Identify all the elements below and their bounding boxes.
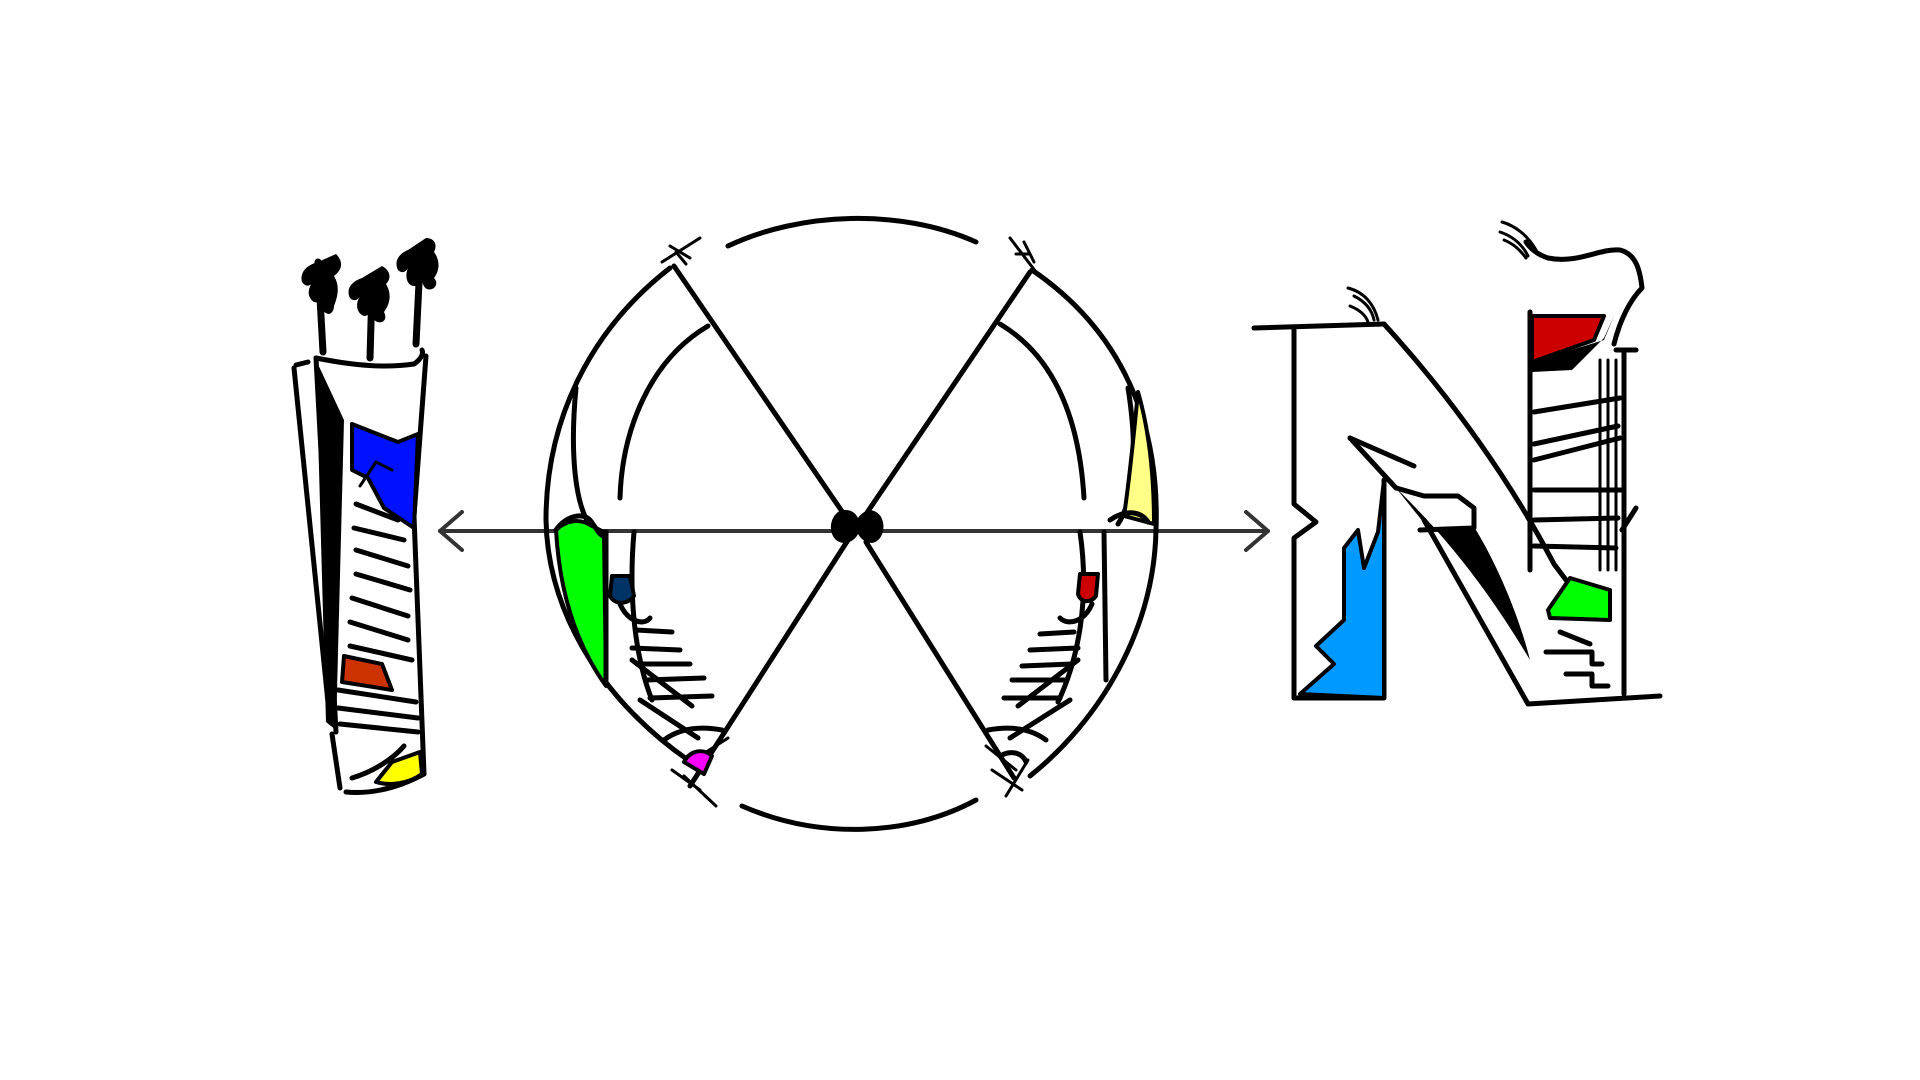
right-arrowhead-icon bbox=[1244, 510, 1270, 552]
arrow-fletching-icon bbox=[301, 254, 342, 356]
center-knot-icon bbox=[830, 510, 884, 543]
letter-i-quiver bbox=[291, 238, 439, 795]
letter-n-buildings bbox=[1251, 220, 1663, 707]
sky-blue-patch bbox=[1298, 478, 1386, 700]
arrow-fletching-icon bbox=[348, 266, 390, 362]
red-patch bbox=[1076, 572, 1100, 603]
green-patch bbox=[554, 519, 608, 688]
navy-patch bbox=[608, 574, 636, 605]
letter-o-wheel bbox=[543, 215, 1159, 832]
green-patch bbox=[1546, 576, 1612, 622]
arrow-fletching-icon bbox=[396, 238, 439, 348]
magenta-patch bbox=[682, 749, 714, 776]
red-patch bbox=[1530, 314, 1606, 364]
yellow-patch bbox=[374, 750, 424, 786]
left-arrowhead-icon bbox=[438, 510, 464, 552]
orange-red-patch bbox=[340, 654, 394, 692]
pale-yellow-patch bbox=[1122, 390, 1156, 526]
